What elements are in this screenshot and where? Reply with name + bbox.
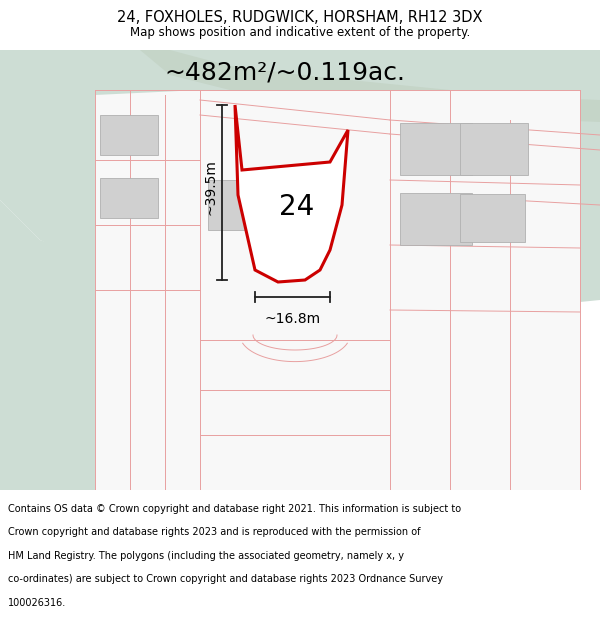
Polygon shape (95, 90, 580, 490)
Polygon shape (300, 50, 600, 305)
Polygon shape (235, 105, 348, 282)
Text: Contains OS data © Crown copyright and database right 2021. This information is : Contains OS data © Crown copyright and d… (8, 504, 461, 514)
Bar (460, 123, 528, 175)
Polygon shape (140, 50, 600, 122)
Text: 100026316.: 100026316. (8, 598, 66, 608)
Bar (460, 194, 525, 242)
Text: ~16.8m: ~16.8m (265, 312, 320, 326)
Text: ~39.5m: ~39.5m (203, 159, 217, 216)
Text: Map shows position and indicative extent of the property.: Map shows position and indicative extent… (130, 26, 470, 39)
Text: 24, FOXHOLES, RUDGWICK, HORSHAM, RH12 3DX: 24, FOXHOLES, RUDGWICK, HORSHAM, RH12 3D… (117, 10, 483, 25)
Polygon shape (0, 50, 300, 295)
Bar (208, 180, 273, 230)
Text: 24: 24 (278, 193, 314, 221)
Text: co-ordinates) are subject to Crown copyright and database rights 2023 Ordnance S: co-ordinates) are subject to Crown copyr… (8, 574, 443, 584)
Text: ~482m²/~0.119ac.: ~482m²/~0.119ac. (164, 60, 406, 84)
Text: Crown copyright and database rights 2023 and is reproduced with the permission o: Crown copyright and database rights 2023… (8, 527, 420, 537)
Bar (400, 193, 472, 245)
Text: HM Land Registry. The polygons (including the associated geometry, namely x, y: HM Land Registry. The polygons (includin… (8, 551, 404, 561)
Polygon shape (0, 200, 95, 490)
Bar (100, 178, 158, 218)
Bar (100, 115, 158, 155)
Bar (400, 123, 472, 175)
